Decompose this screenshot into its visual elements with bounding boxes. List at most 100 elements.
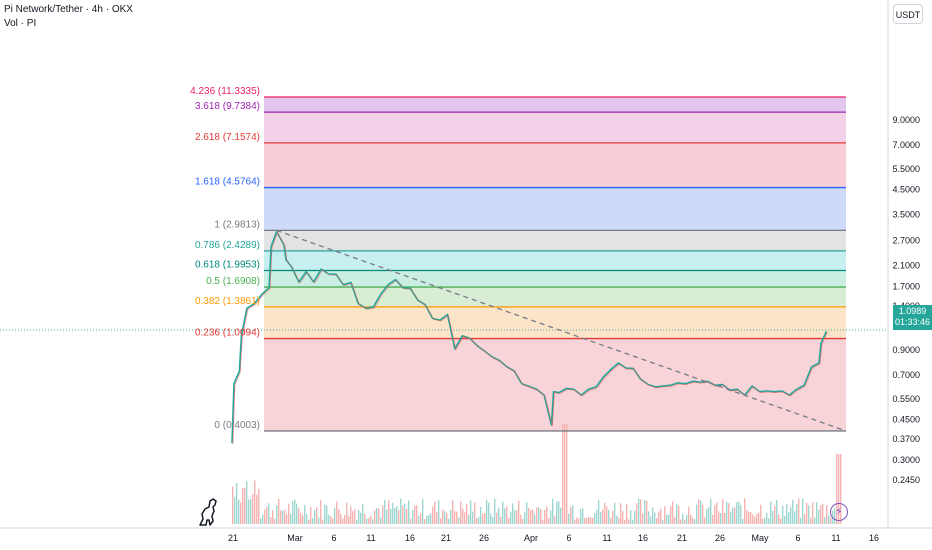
volume-bar (704, 517, 706, 524)
volume-bar (598, 500, 600, 524)
price-tick-label: 1.7000 (892, 281, 920, 291)
volume-bar (340, 513, 342, 524)
volume-bar (708, 507, 710, 524)
dinosaur-icon[interactable] (196, 498, 220, 526)
volume-bar (512, 503, 514, 524)
volume-bar (426, 515, 428, 524)
volume-bar (788, 512, 790, 524)
volume-bar (472, 511, 474, 524)
volume-bar (620, 503, 622, 524)
volume-bar (554, 516, 556, 524)
volume-bar (588, 516, 590, 524)
price-tick-label: 0.5500 (892, 394, 920, 404)
volume-bar (776, 499, 778, 524)
volume-bar (824, 517, 826, 524)
volume-bar (806, 502, 808, 524)
volume-bar (446, 512, 448, 524)
volume-bar (450, 509, 452, 524)
volume-bar (572, 505, 574, 524)
volume-bar (304, 504, 306, 524)
volume-bar (288, 503, 290, 524)
volume-bar (728, 503, 730, 524)
volume-bar (434, 501, 436, 524)
volume-bar (510, 511, 512, 524)
volume-bar (308, 519, 310, 524)
volume-bar (242, 487, 244, 524)
volume-bar (430, 513, 432, 524)
volume-bar (438, 500, 440, 524)
fib-zone-1.618 (264, 142, 846, 188)
volume-bar (254, 480, 256, 524)
volume-bar (556, 501, 558, 524)
volume-bar (326, 505, 328, 524)
volume-bar (550, 510, 552, 524)
fib-label-0.382: 0.382 (1.3861) (195, 296, 260, 307)
volume-bar (334, 508, 336, 524)
fib-zone-0.382 (264, 287, 846, 307)
volume-bar (566, 424, 568, 524)
fib-zone-1 (264, 187, 846, 231)
price-tick-label: 5.5000 (892, 164, 920, 174)
volume-bar (386, 509, 388, 524)
volume-bar (736, 502, 738, 524)
volume-bar (590, 517, 592, 524)
price-tick-label: 0.2450 (892, 475, 920, 485)
volume-bar (474, 502, 476, 524)
volume-bar (456, 511, 458, 524)
volume-bar (530, 509, 532, 524)
lightning-icon[interactable]: ⚡ (830, 503, 848, 521)
time-tick-label: 26 (715, 533, 725, 543)
volume-bar (548, 518, 550, 524)
volume-bar (480, 507, 482, 524)
volume-bar (676, 503, 678, 524)
volume-bar (294, 499, 296, 524)
volume-indicator-label[interactable]: Vol · PI (4, 18, 37, 29)
volume-bar (592, 517, 594, 524)
volume-bar (522, 518, 524, 524)
volume-bar (534, 514, 536, 524)
volume-bar (636, 503, 638, 524)
volume-bar (436, 512, 438, 524)
symbol-title[interactable]: Pi Network/Tether · 4h · OKX (4, 4, 133, 15)
volume-bar (730, 512, 732, 524)
fib-zone-0.236 (264, 306, 846, 339)
volume-bar (378, 508, 380, 524)
volume-bar (734, 507, 736, 524)
time-tick-label: 26 (479, 533, 489, 543)
volume-bar (724, 513, 726, 524)
volume-bar (800, 517, 802, 524)
volume-bar (380, 517, 382, 524)
volume-bar (600, 512, 602, 524)
fib-label-2.618: 2.618 (7.1574) (195, 132, 260, 143)
price-axis: 9.0000 7.0000 5.5000 4.5000 3.5000 2.7000 2.10… (887, 0, 920, 528)
volume-bar (354, 509, 356, 524)
volume-bar (740, 504, 742, 524)
volume-bar (232, 486, 234, 524)
volume-bar (502, 501, 504, 524)
volume-bar (368, 518, 370, 524)
volume-bar (342, 518, 344, 524)
volume-bar (680, 519, 682, 524)
volume-bar (698, 499, 700, 524)
volume-bar (756, 513, 758, 524)
fib-label-1.618: 1.618 (4.5764) (195, 177, 260, 188)
trendline-line[interactable] (276, 229, 847, 432)
volume-bar (670, 506, 672, 524)
volume-bar (348, 516, 350, 524)
volume-bar (630, 510, 632, 524)
volume-bar (700, 500, 702, 524)
volume-bar (656, 517, 658, 524)
volume-bar (798, 498, 800, 524)
time-tick-label: May (751, 533, 769, 543)
currency-button[interactable]: USDT (893, 4, 923, 24)
fib-zone-2.618 (264, 112, 846, 143)
fib-zone-3.618 (264, 96, 846, 113)
volume-bar (568, 513, 570, 524)
fib-zone-0 (264, 338, 846, 431)
volume-bar (244, 488, 246, 524)
volume-bar (602, 509, 604, 524)
volume-bar (690, 514, 692, 524)
volume-bar (366, 518, 368, 524)
volume-bar (558, 501, 560, 524)
